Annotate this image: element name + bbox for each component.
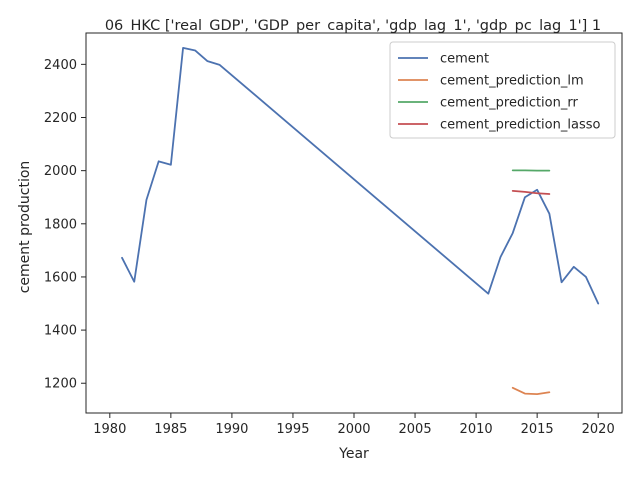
x-tick-label: 1995: [276, 422, 309, 437]
series-line-cement-prediction-lm: [511, 386, 551, 396]
y-tick-label: 2400: [44, 58, 77, 73]
y-tick-label: 2200: [44, 111, 77, 126]
x-axis-ticks: 1980 1985 1990 1995 2000 2005 2010 2015 2020: [93, 413, 615, 437]
chart-title: 06_HKC ['real_GDP', 'GDP_per_capita', 'g…: [105, 18, 601, 34]
x-axis-label: Year: [338, 446, 369, 462]
y-tick-label: 1400: [44, 324, 77, 339]
x-tick-label: 2020: [582, 422, 615, 437]
chart-legend: cement cement_prediction_lm cement_predict…: [389, 41, 616, 139]
y-tick-label: 1600: [44, 270, 77, 285]
y-axis-label: cement production: [17, 161, 33, 294]
y-tick-label: 2000: [44, 164, 77, 179]
y-axis-ticks: 1200 1400 1600 1800 2000 2200 2400: [44, 58, 86, 392]
x-tick-label: 2000: [337, 422, 370, 437]
x-tick-label: 1985: [154, 422, 187, 437]
series-layer: [121, 46, 600, 396]
legend-label: cement_prediction_lm: [440, 74, 584, 89]
x-tick-label: 1980: [93, 422, 126, 437]
x-tick-label: 2005: [399, 422, 432, 437]
legend-label: cement_prediction_rr: [440, 96, 578, 111]
x-tick-label: 2015: [521, 422, 554, 437]
series-line-cement-prediction-lasso: [511, 189, 551, 195]
legend-box: [389, 41, 616, 139]
series-line-cement: [121, 46, 600, 305]
y-tick-label: 1800: [44, 217, 77, 232]
legend-label: cement_prediction_lasso: [440, 118, 600, 133]
x-tick-label: 1990: [215, 422, 248, 437]
x-tick-label: 2010: [460, 422, 493, 437]
y-tick-label: 1200: [44, 377, 77, 392]
legend-label: cement: [440, 52, 489, 67]
